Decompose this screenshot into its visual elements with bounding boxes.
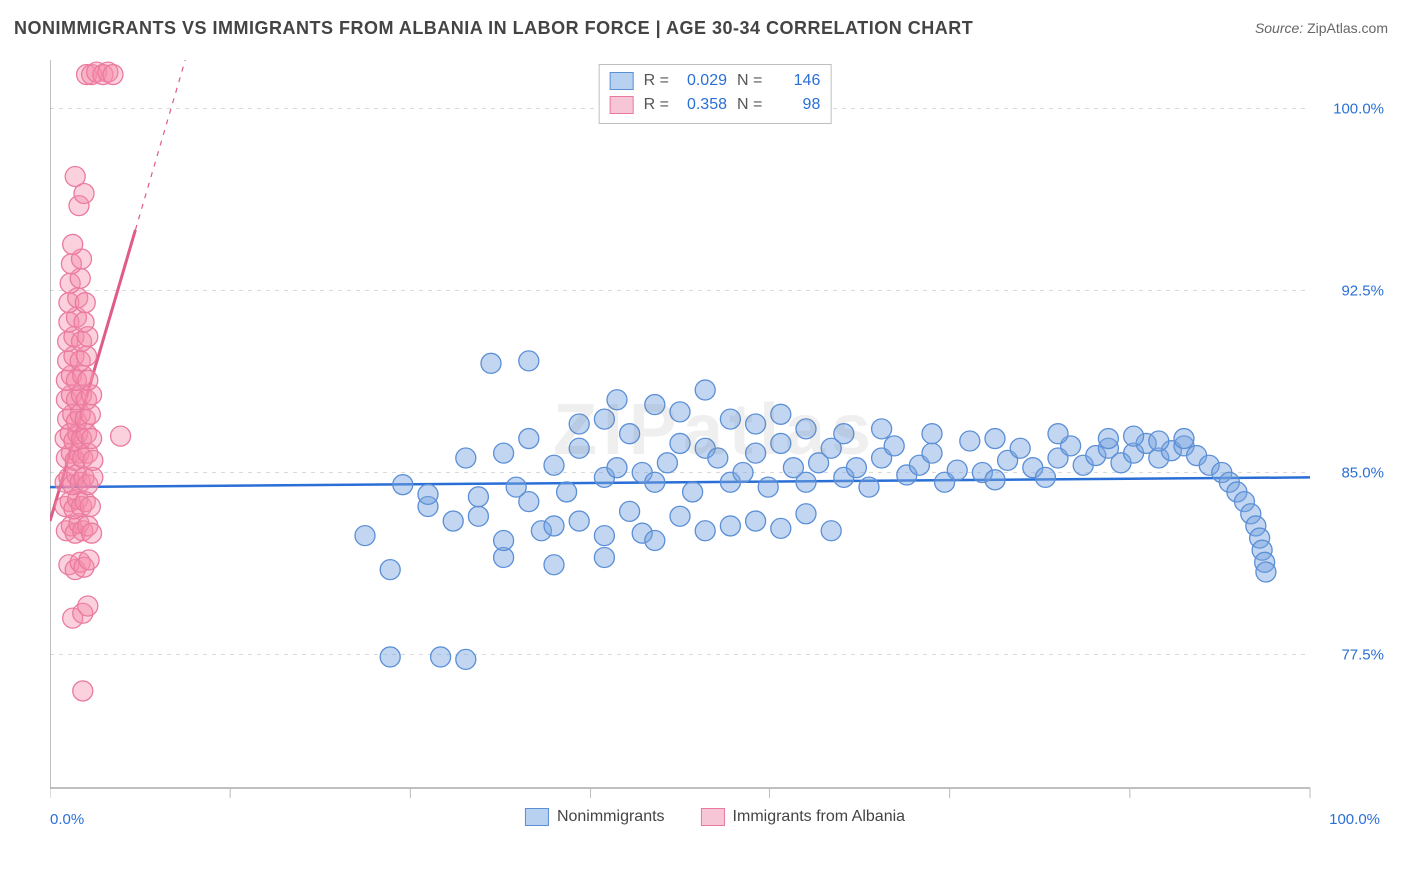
plot-area: ZIPatlas R = 0.029 N = 146 R = 0.358 N =…: [50, 60, 1380, 830]
y-axis-label-container: In Labor Force | Age 30-34: [6, 0, 36, 892]
swatch-pink: [610, 96, 634, 114]
source-value: ZipAtlas.com: [1307, 20, 1388, 36]
legend-swatch-blue: [525, 808, 549, 826]
source-label: Source:: [1255, 20, 1303, 36]
stats-row-nonimmigrants: R = 0.029 N = 146: [610, 69, 821, 93]
x-axis-min-label: 0.0%: [50, 811, 84, 828]
y-tick-label: 100.0%: [1333, 100, 1384, 117]
stat-n-label: N =: [737, 69, 762, 93]
legend-item-nonimmigrants: Nonimmigrants: [525, 808, 665, 826]
stat-r-value-blue: 0.029: [679, 69, 727, 93]
stats-row-immigrants: R = 0.358 N = 98: [610, 93, 821, 117]
y-tick-label: 85.0%: [1341, 464, 1384, 481]
y-tick-label: 77.5%: [1341, 646, 1384, 663]
stats-legend: R = 0.029 N = 146 R = 0.358 N = 98: [599, 64, 832, 124]
chart-svg: [50, 60, 1380, 830]
chart-title: NONIMMIGRANTS VS IMMIGRANTS FROM ALBANIA…: [14, 18, 973, 39]
legend-label-immigrants: Immigrants from Albania: [733, 808, 906, 826]
stat-n-label: N =: [737, 93, 762, 117]
stat-n-value-pink: 98: [772, 93, 820, 117]
stat-r-label: R =: [644, 69, 669, 93]
legend-swatch-pink: [701, 808, 725, 826]
swatch-blue: [610, 72, 634, 90]
page: NONIMMIGRANTS VS IMMIGRANTS FROM ALBANIA…: [0, 0, 1406, 892]
y-tick-label: 92.5%: [1341, 282, 1384, 299]
x-axis-max-label: 100.0%: [1329, 811, 1380, 828]
bottom-legend: Nonimmigrants Immigrants from Albania: [525, 808, 905, 826]
stat-r-value-pink: 0.358: [679, 93, 727, 117]
legend-label-nonimmigrants: Nonimmigrants: [557, 808, 665, 826]
source-credit: Source: ZipAtlas.com: [1255, 20, 1388, 36]
stat-r-label: R =: [644, 93, 669, 117]
legend-item-immigrants: Immigrants from Albania: [701, 808, 906, 826]
stat-n-value-blue: 146: [772, 69, 820, 93]
